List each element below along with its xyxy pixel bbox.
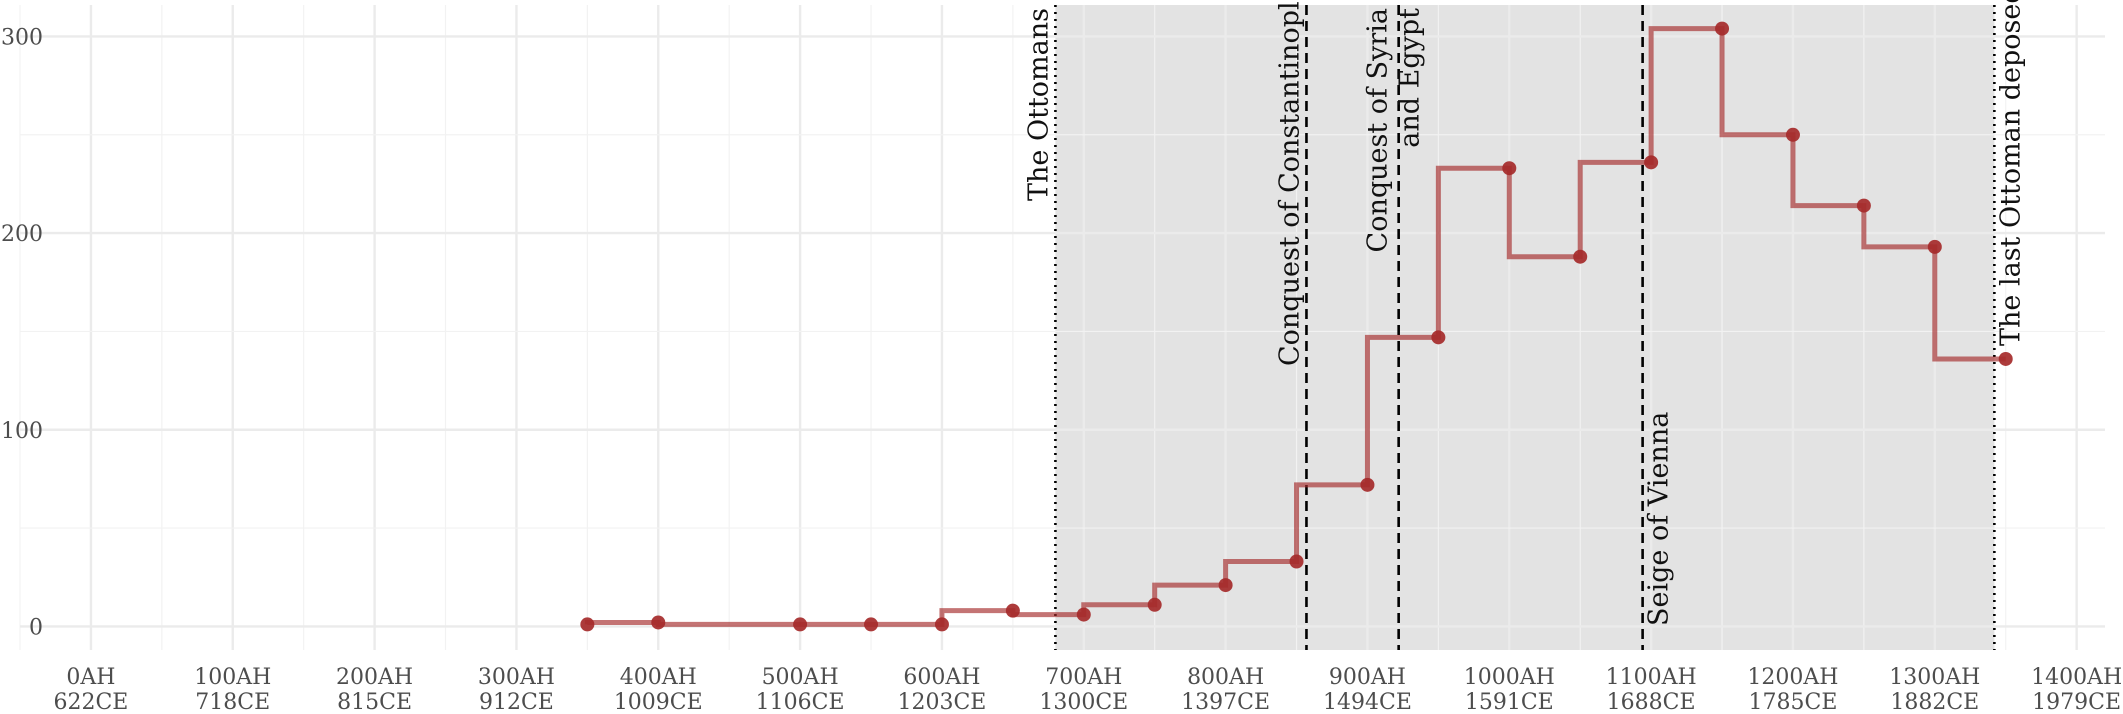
- x-tick-label: 1106CE: [756, 690, 845, 714]
- x-tick-label: 815CE: [337, 690, 412, 714]
- data-point: [1998, 351, 2013, 366]
- data-series: [580, 21, 2013, 632]
- x-tick-label: 912CE: [479, 690, 554, 714]
- x-tick-label: 300AH: [478, 665, 555, 690]
- data-point: [1218, 578, 1233, 593]
- data-point: [1431, 330, 1446, 345]
- data-point: [864, 617, 879, 632]
- event-label-line: The last Ottoman deposed: [1995, 0, 2026, 346]
- data-point: [1715, 21, 1730, 36]
- x-tick-label: 700AH: [1045, 665, 1122, 690]
- y-tick-label: 200: [1, 222, 43, 247]
- y-tick-label: 0: [29, 615, 43, 640]
- x-tick-label: 900AH: [1329, 665, 1406, 690]
- data-point: [1076, 607, 1091, 622]
- shaded-region: [1055, 5, 1995, 650]
- data-point: [1927, 239, 1942, 254]
- event-label: Seige of Vienna: [1644, 412, 1675, 626]
- x-tick-label: 1494CE: [1323, 690, 1412, 714]
- x-tick-label: 500AH: [762, 665, 839, 690]
- y-tick-label: 100: [1, 419, 43, 444]
- x-tick-label: 0AH: [66, 665, 115, 690]
- x-tick-label: 718CE: [195, 690, 270, 714]
- x-tick-label: 622CE: [53, 690, 128, 714]
- data-point: [651, 615, 666, 630]
- data-point: [1289, 554, 1304, 569]
- event-label-line: The Ottomans: [1023, 8, 1054, 201]
- x-tick-label: 1688CE: [1607, 690, 1696, 714]
- x-tick-label: 1785CE: [1749, 690, 1838, 714]
- x-tick-label: 100AH: [194, 665, 271, 690]
- event-lines: The Ottomans Conquest of Constantinople Co…: [1023, 0, 2026, 650]
- event-label: Conquest of Constantinople: [1274, 0, 1305, 366]
- x-tick-label: 1200AH: [1747, 665, 1838, 690]
- event-label-line: and Egypt: [1395, 8, 1426, 148]
- data-point: [1856, 198, 1871, 213]
- data-point: [1147, 597, 1162, 612]
- x-tick-label: 1400AH: [2031, 665, 2122, 690]
- event-label-line: Seige of Vienna: [1644, 412, 1675, 626]
- y-tick-label: 300: [1, 25, 43, 50]
- x-tick-label: 1300AH: [1889, 665, 1980, 690]
- event-label: Conquest of Syriaand Egypt: [1363, 8, 1426, 253]
- x-tick-label: 1009CE: [614, 690, 703, 714]
- data-point: [1502, 161, 1517, 176]
- event-label-line: Conquest of Constantinople: [1274, 0, 1305, 366]
- x-tick-label: 1000AH: [1464, 665, 1555, 690]
- data-point: [580, 617, 595, 632]
- x-tick-label: 1203CE: [897, 690, 986, 714]
- x-tick-label: 1100AH: [1606, 665, 1697, 690]
- event-label-line: Conquest of Syria: [1363, 8, 1394, 252]
- x-tick-label: 1591CE: [1465, 690, 1554, 714]
- event-label: The Ottomans: [1023, 8, 1054, 201]
- x-tick-label: 800AH: [1187, 665, 1264, 690]
- data-point: [934, 617, 949, 632]
- data-point: [1785, 127, 1800, 142]
- ottoman-period-shading: [1055, 5, 1995, 650]
- data-point: [1644, 155, 1659, 170]
- data-point: [1360, 477, 1375, 492]
- data-point: [793, 617, 808, 632]
- data-point: [1573, 249, 1588, 264]
- x-tick-label: 1882CE: [1890, 690, 1979, 714]
- data-point: [1005, 603, 1020, 618]
- x-tick-label: 200AH: [336, 665, 413, 690]
- x-tick-label: 1300CE: [1039, 690, 1128, 714]
- x-tick-label: 1979CE: [2032, 690, 2121, 714]
- event-label: The last Ottoman deposed: [1995, 0, 2026, 346]
- y-axis: 0 100 200 300: [1, 25, 43, 640]
- gridlines: [19, 5, 2105, 650]
- x-tick-label: 600AH: [903, 665, 980, 690]
- x-tick-label: 1397CE: [1181, 690, 1270, 714]
- x-tick-label: 400AH: [620, 665, 697, 690]
